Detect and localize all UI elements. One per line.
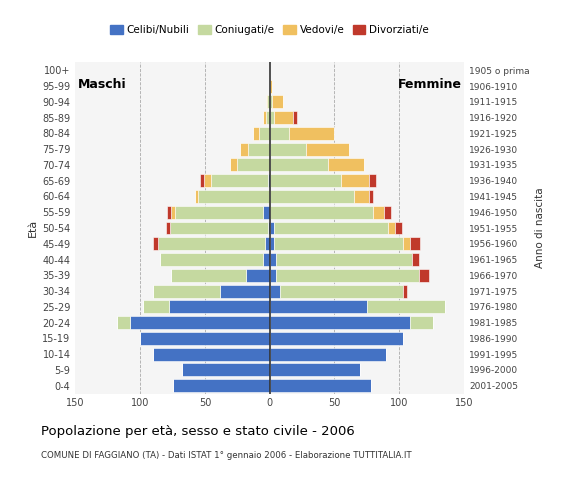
Bar: [220, 285, 270, 298]
Bar: [341, 174, 369, 187]
Bar: [200, 174, 204, 187]
Bar: [387, 222, 396, 234]
Bar: [369, 190, 374, 203]
Text: Femmine: Femmine: [397, 78, 462, 91]
Legend: Celibi/Nubili, Coniugati/e, Vedovi/e, Divorziati/e: Celibi/Nubili, Coniugati/e, Vedovi/e, Di…: [106, 21, 433, 39]
Bar: [166, 222, 170, 234]
Bar: [274, 222, 387, 234]
Bar: [130, 316, 270, 329]
Bar: [171, 206, 175, 219]
Bar: [289, 127, 335, 140]
Bar: [272, 96, 282, 108]
Bar: [143, 300, 169, 313]
Bar: [264, 237, 270, 250]
Bar: [168, 206, 171, 219]
Bar: [270, 300, 367, 313]
Bar: [276, 253, 412, 266]
Bar: [240, 143, 248, 156]
Bar: [270, 190, 354, 203]
Bar: [270, 363, 360, 376]
Bar: [293, 111, 297, 124]
Bar: [270, 316, 409, 329]
Bar: [173, 379, 270, 392]
Bar: [253, 127, 259, 140]
Bar: [274, 111, 293, 124]
Bar: [212, 174, 269, 187]
Bar: [267, 96, 270, 108]
Bar: [269, 222, 270, 234]
Bar: [270, 206, 374, 219]
Bar: [354, 190, 369, 203]
Bar: [263, 253, 270, 266]
Y-axis label: Età: Età: [28, 219, 38, 237]
Bar: [409, 316, 433, 329]
Bar: [270, 143, 306, 156]
Bar: [384, 206, 392, 219]
Bar: [270, 285, 280, 298]
Bar: [182, 363, 270, 376]
Bar: [270, 80, 272, 93]
Bar: [269, 174, 270, 187]
Bar: [248, 143, 270, 156]
Bar: [266, 111, 270, 124]
Bar: [270, 158, 328, 171]
Bar: [153, 348, 270, 360]
Bar: [175, 206, 263, 219]
Bar: [153, 285, 220, 298]
Bar: [396, 222, 402, 234]
Bar: [270, 222, 274, 234]
Bar: [171, 269, 246, 282]
Bar: [270, 379, 371, 392]
Bar: [266, 96, 267, 108]
Bar: [198, 190, 270, 203]
Bar: [369, 174, 376, 187]
Bar: [270, 348, 386, 360]
Bar: [328, 158, 364, 171]
Bar: [412, 253, 419, 266]
Bar: [270, 174, 341, 187]
Bar: [306, 143, 349, 156]
Bar: [259, 127, 270, 140]
Bar: [270, 111, 274, 124]
Bar: [153, 237, 158, 250]
Bar: [270, 96, 272, 108]
Bar: [403, 285, 407, 298]
Bar: [160, 253, 263, 266]
Bar: [263, 206, 270, 219]
Bar: [204, 174, 212, 187]
Bar: [270, 269, 276, 282]
Y-axis label: Anno di nascita: Anno di nascita: [535, 188, 545, 268]
Bar: [270, 253, 276, 266]
Text: Popolazione per età, sesso e stato civile - 2006: Popolazione per età, sesso e stato civil…: [41, 425, 354, 438]
Bar: [246, 269, 270, 282]
Text: COMUNE DI FAGGIANO (TA) - Dati ISTAT 1° gennaio 2006 - Elaborazione TUTTITALIA.I: COMUNE DI FAGGIANO (TA) - Dati ISTAT 1° …: [41, 451, 411, 460]
Bar: [367, 300, 445, 313]
Bar: [280, 285, 403, 298]
Bar: [270, 127, 289, 140]
Text: Maschi: Maschi: [78, 78, 126, 91]
Bar: [194, 190, 198, 203]
Bar: [274, 237, 403, 250]
Bar: [263, 111, 266, 124]
Bar: [403, 237, 409, 250]
Bar: [169, 300, 270, 313]
Bar: [158, 237, 264, 250]
Bar: [237, 158, 270, 171]
Bar: [170, 222, 269, 234]
Bar: [409, 237, 420, 250]
Bar: [374, 206, 384, 219]
Bar: [140, 332, 270, 345]
Bar: [270, 332, 403, 345]
Bar: [419, 269, 429, 282]
Bar: [230, 158, 237, 171]
Bar: [276, 269, 419, 282]
Bar: [270, 237, 274, 250]
Bar: [117, 316, 130, 329]
